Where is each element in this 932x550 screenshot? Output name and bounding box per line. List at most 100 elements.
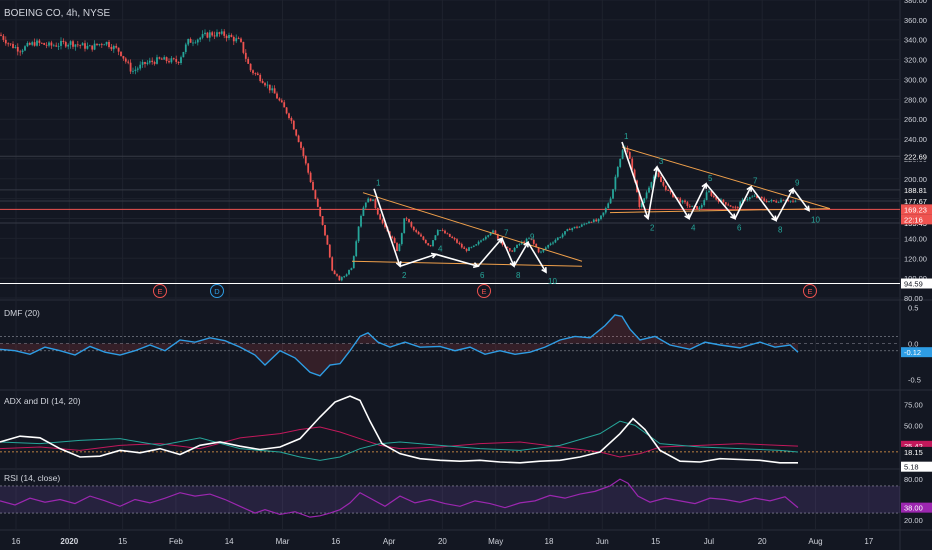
candle-body [240,38,242,42]
candle-body [288,113,290,119]
candle-body [684,200,686,203]
wave-label: 1 [624,132,629,141]
time-axis[interactable]: 16 2020 15 Feb 14 Mar 16 Apr 20 May 18 Jun 15 Jul 20 Au… [12,537,874,546]
candle-body [403,218,406,234]
time-tick-label: 18 [545,537,554,546]
adx-last-badge [901,446,932,457]
candle-body [465,248,468,251]
adx-tick-label: 50.00 [904,421,923,430]
time-tick-label: 17 [864,537,873,546]
candle-body [451,236,454,239]
candle-body [535,243,538,248]
candle-body [662,182,665,186]
event-marker[interactable] [210,284,224,298]
candle-body [0,34,2,36]
candle-body [643,198,646,204]
candle-body [129,62,132,72]
candle-body [367,198,370,203]
candle-body [739,201,742,208]
candle-body [333,270,336,275]
price-tick-label: 140.00 [904,234,927,243]
candle-body [271,88,274,91]
candle-body [676,197,679,199]
candle-body [220,31,223,34]
wave-label: 7 [753,177,758,186]
price-tick-label: 300.00 [904,75,927,84]
candle-body [218,32,221,34]
price-tick-label: 120.00 [904,254,927,263]
event-marker[interactable] [153,284,167,298]
candle-body [705,192,708,201]
candle-body [40,42,43,44]
wave-arrow [513,241,529,267]
candle-body [146,62,149,64]
adx-title: ADX and DI (14, 20) [4,396,81,406]
wave-label: 6 [737,224,742,233]
candle-body [19,51,22,53]
event-marker[interactable] [477,284,491,298]
candle-body [139,64,142,69]
candle-body [242,41,245,53]
price-level-badge [901,278,932,289]
candle-body [708,190,710,193]
candle-body [686,202,689,206]
price-level-badge [901,151,932,162]
candle-body [768,201,770,203]
time-tick-label: 20 [438,537,447,546]
dmf-last-label: -0.12 [904,348,921,357]
candle-body [763,198,766,201]
candle-body [12,43,14,48]
candle-body [487,235,490,237]
candle-body [194,42,197,44]
candle-body [782,199,785,201]
price-level-label: 177.67 [904,197,927,206]
candle-body [746,199,749,200]
candle-body [528,238,530,240]
candle-body [254,73,257,74]
candle-body [105,41,108,45]
candle-body [556,237,559,240]
candle-body [415,230,418,232]
candle-body [700,205,703,208]
candle-body [276,93,278,99]
wave-arrow [647,166,658,219]
candle-body [732,206,734,208]
candle-body [122,56,125,59]
candle-body [384,223,386,228]
candle-body [38,40,41,43]
candle-body [482,239,485,241]
candle-body [396,243,398,251]
wave-label: 6 [480,271,485,280]
time-tick-label: Jun [596,537,609,546]
time-tick-label: Jul [704,537,714,546]
candle-body [470,246,473,248]
candle-body [235,38,238,42]
triangle-pattern-2: 1 2 3 4 5 6 7 8 9 10 [609,132,831,235]
price-tick-label: 240.00 [904,135,927,144]
candle-body [331,257,334,271]
candle-body [604,208,607,213]
candle-body [664,185,667,191]
price-axis[interactable]: 80.00100.00120.00140.00160.00180.00200.0… [901,0,932,525]
candle-body [626,148,629,153]
candle-body [321,216,324,225]
candle-body [417,231,420,235]
rsi-line [0,478,799,518]
candle-body [480,240,482,242]
candle-body [76,44,79,46]
candle-body [760,196,763,199]
candle-body [237,38,240,40]
candle-body [192,42,194,44]
wave-arrow [688,183,707,219]
event-marker[interactable] [803,284,817,298]
candle-body [283,102,286,108]
event-marker-label: E [157,287,162,296]
triangle-top-line [621,146,831,210]
candle-body [530,238,533,240]
candle-body [537,247,540,253]
candle-body [357,226,360,242]
candle-body [141,61,144,65]
candle-body [211,32,214,36]
